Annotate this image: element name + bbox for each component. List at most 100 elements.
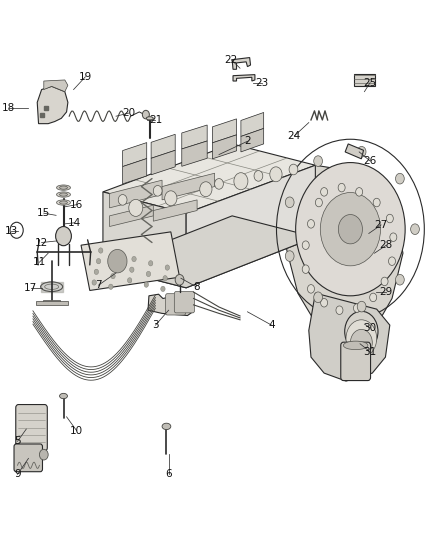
Polygon shape xyxy=(241,112,264,136)
Circle shape xyxy=(163,276,167,281)
Circle shape xyxy=(289,164,298,175)
Circle shape xyxy=(338,183,345,192)
FancyBboxPatch shape xyxy=(341,342,371,381)
Circle shape xyxy=(356,188,363,196)
Circle shape xyxy=(146,271,151,277)
Ellipse shape xyxy=(60,393,67,399)
Ellipse shape xyxy=(60,201,67,204)
Text: 27: 27 xyxy=(374,220,388,230)
Circle shape xyxy=(175,274,184,285)
Circle shape xyxy=(132,256,136,262)
Circle shape xyxy=(108,249,127,273)
Circle shape xyxy=(285,197,294,208)
FancyBboxPatch shape xyxy=(14,444,42,472)
Circle shape xyxy=(396,274,404,285)
Text: 23: 23 xyxy=(255,78,268,87)
Circle shape xyxy=(357,147,366,157)
Circle shape xyxy=(285,251,294,261)
Ellipse shape xyxy=(57,200,71,205)
Circle shape xyxy=(345,311,378,352)
Circle shape xyxy=(296,163,405,296)
Circle shape xyxy=(56,227,71,246)
Circle shape xyxy=(96,259,101,264)
Circle shape xyxy=(165,265,170,270)
Text: 20: 20 xyxy=(123,108,136,118)
Polygon shape xyxy=(309,293,390,381)
Text: 30: 30 xyxy=(364,323,377,333)
FancyBboxPatch shape xyxy=(166,294,186,315)
Polygon shape xyxy=(43,300,60,303)
Text: 28: 28 xyxy=(380,240,393,250)
Polygon shape xyxy=(123,142,147,166)
Circle shape xyxy=(142,110,149,119)
Text: 7: 7 xyxy=(95,280,102,290)
Circle shape xyxy=(315,198,322,207)
Text: 26: 26 xyxy=(364,156,377,166)
Circle shape xyxy=(161,286,165,292)
Circle shape xyxy=(148,261,153,266)
Text: 4: 4 xyxy=(268,320,275,330)
Polygon shape xyxy=(186,165,315,288)
Text: 15: 15 xyxy=(37,208,50,218)
Polygon shape xyxy=(212,135,237,159)
Ellipse shape xyxy=(146,117,153,120)
Text: 17: 17 xyxy=(24,283,37,293)
Circle shape xyxy=(307,220,314,228)
Polygon shape xyxy=(44,80,68,92)
Polygon shape xyxy=(103,192,186,288)
Text: 14: 14 xyxy=(68,218,81,228)
Circle shape xyxy=(111,273,115,279)
Ellipse shape xyxy=(57,185,71,190)
Text: 13: 13 xyxy=(4,226,18,236)
Text: 19: 19 xyxy=(79,72,92,82)
Text: 2: 2 xyxy=(244,136,251,146)
Polygon shape xyxy=(241,128,264,152)
Circle shape xyxy=(314,292,322,303)
Circle shape xyxy=(386,214,393,223)
Polygon shape xyxy=(103,144,315,213)
Circle shape xyxy=(302,241,309,249)
Circle shape xyxy=(381,277,388,286)
Circle shape xyxy=(346,320,377,357)
Circle shape xyxy=(336,306,343,314)
Circle shape xyxy=(270,167,282,182)
Circle shape xyxy=(144,282,148,287)
Circle shape xyxy=(321,188,328,196)
Text: 24: 24 xyxy=(288,131,301,141)
Circle shape xyxy=(373,198,380,207)
Text: 9: 9 xyxy=(14,470,21,479)
Text: 31: 31 xyxy=(364,347,377,357)
Polygon shape xyxy=(148,293,193,316)
Circle shape xyxy=(338,214,363,244)
Circle shape xyxy=(390,233,397,241)
Circle shape xyxy=(113,263,117,268)
Circle shape xyxy=(129,199,143,216)
Text: 5: 5 xyxy=(14,437,21,446)
Circle shape xyxy=(321,298,328,307)
Text: 11: 11 xyxy=(33,257,46,267)
Circle shape xyxy=(130,267,134,272)
Polygon shape xyxy=(162,173,215,200)
Circle shape xyxy=(165,191,177,206)
Polygon shape xyxy=(233,75,255,81)
Circle shape xyxy=(411,224,419,235)
Circle shape xyxy=(353,304,360,312)
Circle shape xyxy=(215,179,223,189)
Ellipse shape xyxy=(57,192,71,197)
Circle shape xyxy=(254,171,263,181)
Ellipse shape xyxy=(162,423,171,430)
Circle shape xyxy=(302,265,309,273)
Circle shape xyxy=(94,269,99,274)
Text: 3: 3 xyxy=(152,320,159,330)
Circle shape xyxy=(314,156,322,166)
Circle shape xyxy=(389,257,396,265)
Text: 22: 22 xyxy=(225,55,238,64)
Polygon shape xyxy=(283,165,403,336)
Polygon shape xyxy=(182,125,207,149)
Circle shape xyxy=(109,284,113,289)
Text: 29: 29 xyxy=(380,287,393,297)
Ellipse shape xyxy=(60,186,67,189)
Circle shape xyxy=(115,252,120,257)
FancyBboxPatch shape xyxy=(16,405,47,451)
Polygon shape xyxy=(110,180,162,208)
